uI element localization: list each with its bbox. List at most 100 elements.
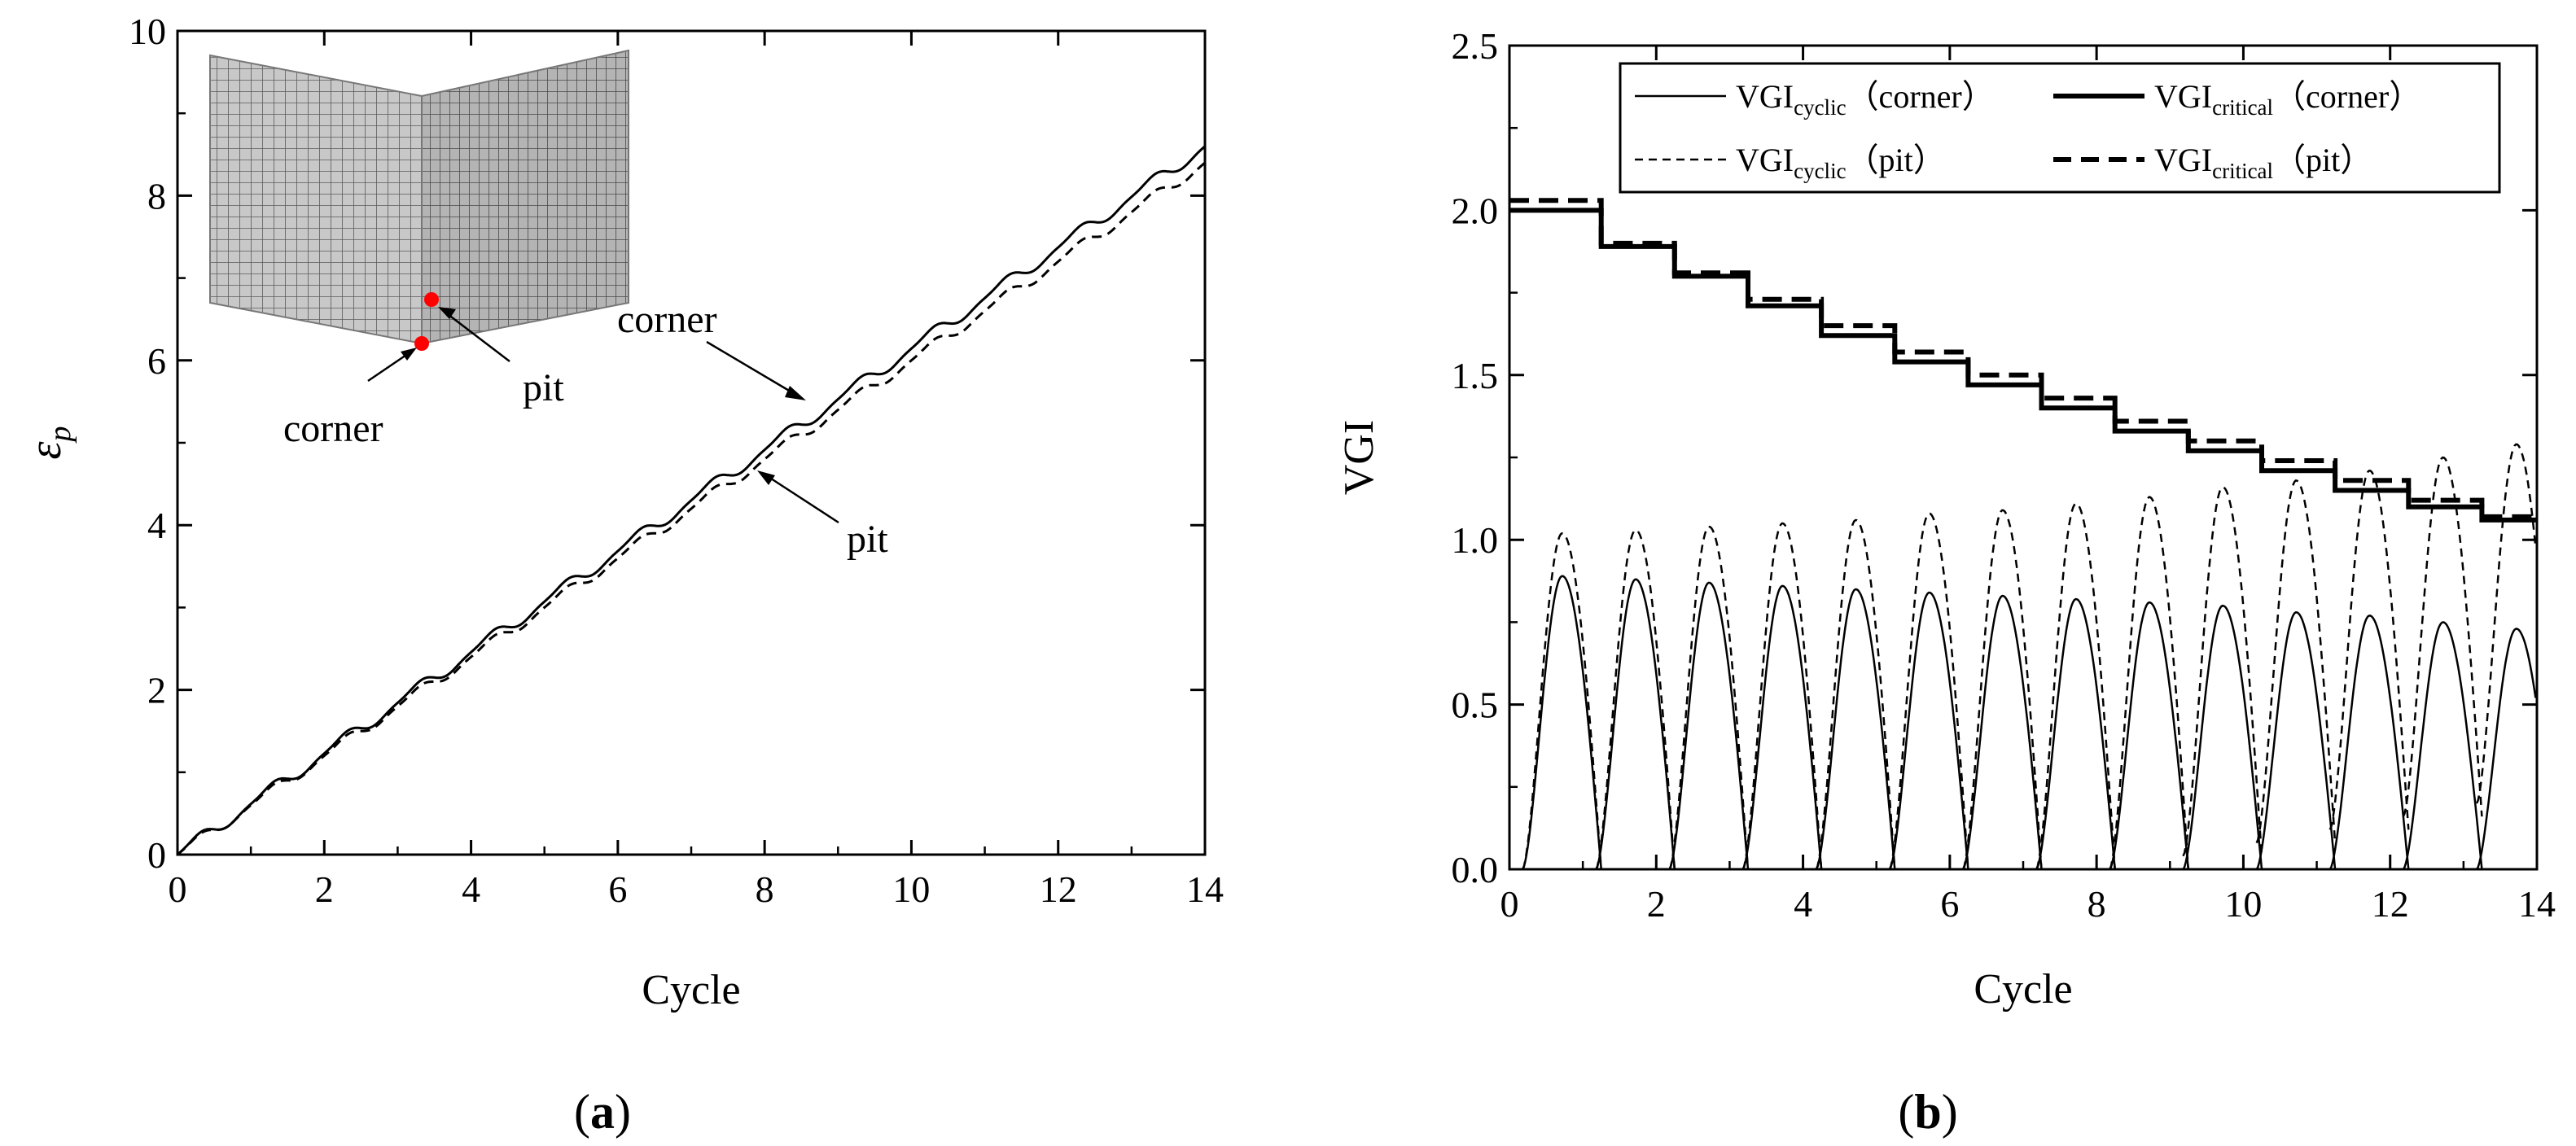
x-axis-title-a: Cycle [642,967,740,1013]
y-tick-labels-a: 0 2 4 6 8 10 [129,11,166,876]
series-critical-pit [1509,198,2537,519]
x-tick-labels-b: 0 2 4 6 8 10 12 14 [1500,883,2556,925]
x-tick-label: 12 [2372,883,2409,925]
legend-label: VGIcyclic（corner） [1736,78,1995,120]
x-tick-label: 0 [1500,883,1519,925]
cyclic-pulse [2255,479,2337,844]
cyclic-pulse [1888,591,1969,870]
x-tick-label: 14 [1186,868,1224,910]
y-tick-label: 10 [129,11,166,52]
series-critical-corner [1509,208,2537,523]
x-tick-label: 2 [1647,883,1666,925]
inset-corner-arrow-line [367,350,412,383]
y-tick-label: 6 [147,340,166,382]
cyclic-pulse [1961,509,2043,870]
cyclic-pulse [2476,628,2537,870]
corner-marker [414,336,429,351]
cyclic-pulse [1595,528,1676,870]
x-tick-label: 10 [892,868,930,910]
x-tick-label: 12 [1040,868,1077,910]
cyclic-pulse [2402,456,2483,817]
y-axis-title-b: VGI [1336,420,1382,495]
inset-pit-arrow-line [444,311,510,362]
annotation-pit: pit [847,518,888,561]
x-tick-label: 8 [2088,883,2106,925]
annotation-pit-arrowhead [757,470,775,485]
cyclic-pulse [2475,443,2537,804]
y-tick-labels-b: 0.0 0.5 1.0 1.5 2.0 2.5 [1452,25,1499,890]
cyclic-pulse [1815,518,1896,870]
legend-b: VGIcyclic（corner） VGIcritical（corner） VG… [1619,62,2501,194]
y-tick-label: 2.0 [1452,190,1499,231]
legend-entry: VGIcritical（pit） [2053,142,2372,183]
y-tick-label: 1.0 [1452,519,1499,561]
x-tick-label: 6 [1940,883,1959,925]
cyclic-pulse [2255,611,2337,870]
y-tick-label: 0.5 [1452,685,1499,726]
x-tick-label: 6 [608,868,627,910]
cyclic-pulse [2109,496,2190,870]
cyclic-pulse [1888,512,1969,870]
annotation-corner-line [706,340,795,396]
annotation-corner-arrowhead [785,386,806,400]
panel-label-b: (b) [1898,1085,1957,1139]
cyclic-pulse [1961,594,2043,870]
x-tick-label: 8 [756,868,774,910]
x-tick-label: 4 [1794,883,1812,925]
series-line-pit [177,161,1206,856]
annotation-pit-line [768,475,839,524]
pit-marker [424,292,439,307]
series-cyclic-corner [1522,575,2537,870]
cyclic-pulse [2328,615,2410,870]
x-tick-label: 0 [169,868,187,910]
cyclic-pulse [2109,601,2190,870]
cyclic-pulse [2182,486,2263,857]
cyclic-pulse [1741,522,1823,870]
y-tick-label: 8 [147,175,166,217]
inset-corner-arrow-head [401,348,417,361]
legend-entry: VGIcyclic（corner） [1635,78,1995,120]
y-tick-label: 2 [147,670,166,711]
y-tick-label: 2.5 [1452,25,1499,67]
series-annotations-a: corner pit [617,298,888,561]
x-tick-label: 2 [315,868,334,910]
panel-label-a: (a) [574,1085,631,1139]
tick-marks-a [176,29,1207,856]
x-tick-label: 10 [2224,883,2262,925]
mesh-right-face [421,49,629,345]
cyclic-pulse [1668,525,1750,870]
series-line-corner [177,145,1206,856]
y-tick-label: 0 [147,834,166,876]
cyclic-pulse [1522,575,1602,870]
legend-label: VGIcritical（pit） [2154,142,2372,183]
mesh-left-face [209,54,423,345]
cyclic-pulse [1668,581,1750,870]
cyclic-pulse [1522,531,1602,870]
x-tick-label: 14 [2518,883,2556,925]
panel-b: 0 2 4 6 8 10 12 14 0.0 0.5 1.0 1.5 2.0 2.5 VGIcyclic… [1336,25,2556,1139]
inset-mesh: corner pit [209,49,629,450]
legend-label: VGIcritical（corner） [2154,78,2421,120]
x-tick-label: 4 [462,868,480,910]
legend-entry: VGIcritical（corner） [2053,78,2421,120]
cyclic-pulse [1595,578,1676,870]
y-tick-label: 4 [147,505,166,546]
legend-label: VGIcyclic（pit） [1736,142,1946,183]
series-cyclic-pit [1522,443,2537,870]
legend-entry: VGIcyclic（pit） [1635,142,1946,183]
series-a [177,145,1206,856]
inset-corner-label: corner [283,407,383,450]
y-tick-label: 1.5 [1452,355,1499,396]
x-axis-title-b: Cycle [1974,966,2072,1013]
inset-pit-arrow-head [438,307,456,319]
series-b [1509,198,2537,870]
cyclic-pulse [2035,597,2116,870]
inset-pit-label: pit [523,366,564,409]
cyclic-pulse [2182,604,2263,870]
cyclic-pulse [1741,584,1823,870]
y-tick-label: 0.0 [1452,849,1499,890]
y-axis-title-a: εp [20,426,77,459]
x-tick-labels-a: 0 2 4 6 8 10 12 14 [169,868,1224,910]
